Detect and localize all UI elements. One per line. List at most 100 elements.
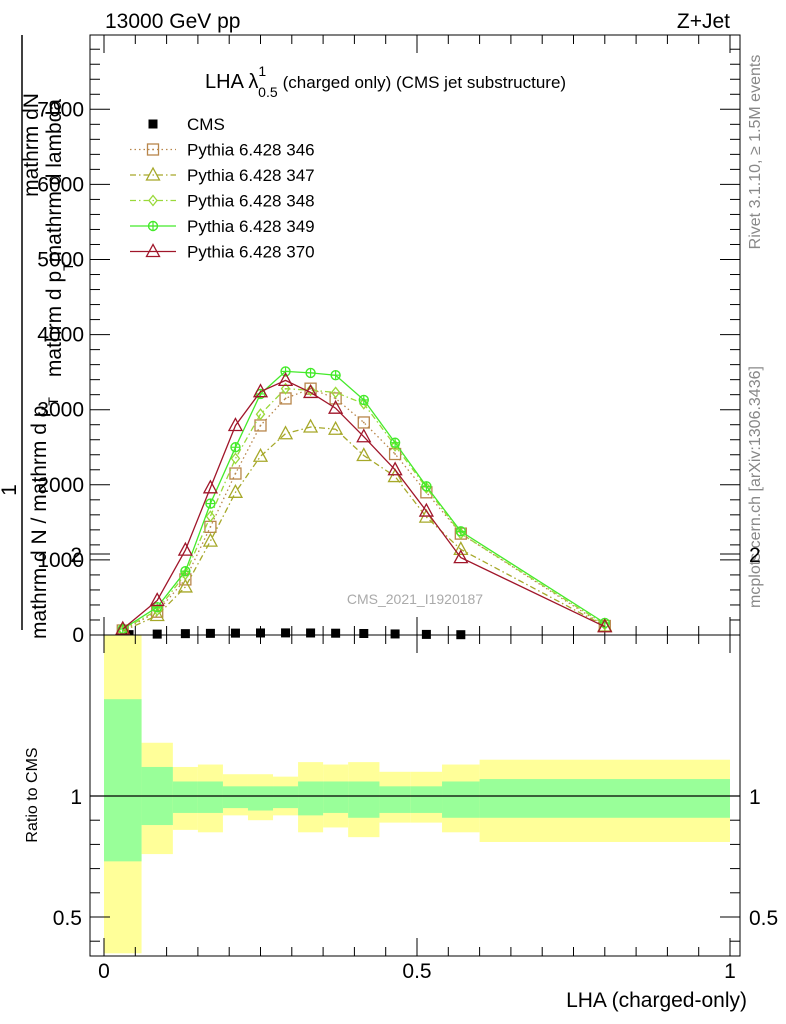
header-left-text: 13000 GeV pp: [105, 10, 240, 33]
series-5-point: [597, 618, 613, 633]
main-y-tick-label: 3000: [37, 399, 84, 422]
series-3-point: [358, 397, 369, 410]
ratio-y-tick-label-left: 0.5: [53, 907, 82, 930]
series-2-point: [328, 420, 344, 435]
legend-label-0: CMS: [187, 115, 225, 134]
series-1-point-dot: [234, 472, 237, 475]
ratio-panel: 0.5 0.5 1 1 2 2 Ratio to CMS: [24, 544, 778, 957]
ratio-band-green: [298, 781, 324, 816]
ratio-y-tick-label-right: 0.5: [749, 907, 778, 930]
series-2-point: [252, 447, 269, 462]
ylabel-numerator-2-sub: T: [60, 262, 76, 271]
legend-label-5: Pythia 6.428 370: [187, 243, 315, 262]
series-5-point: [453, 549, 469, 564]
ylabel-numerator-2-rest: mathrm d lambda: [43, 99, 66, 263]
ratio-band-green: [323, 781, 349, 813]
series-3-point: [280, 382, 291, 395]
main-y-tick-label: 1000: [37, 549, 84, 572]
series-3-point: [230, 452, 241, 465]
series-3-point: [255, 408, 266, 421]
ylabel-one: 1: [0, 484, 21, 496]
series-2-point: [302, 418, 319, 433]
series-4-line: [122, 370, 606, 630]
plot-title: LHA λ1 0.5 (charged only) (CMS jet substru…: [205, 63, 566, 100]
series-3-point: [330, 386, 341, 399]
ratio-y-tick-label-right: 1: [749, 786, 761, 809]
ylabel-numerator-2-main: mathrm d p: [43, 271, 66, 377]
legend-marker-2: [145, 166, 161, 181]
ylabel-numerator-2: mathrm d pTmathrm d lambda: [43, 99, 76, 377]
series-5-point: [302, 384, 319, 399]
plot-title-rest: (charged only) (CMS jet substructure): [283, 73, 566, 92]
main-y-tick-label: 7000: [37, 98, 84, 121]
legend-label-2: Pythia 6.428 347: [187, 166, 315, 185]
series-2-point: [453, 541, 469, 556]
ratio-axis-ticks: 0.5 0.5 1 1 2 2: [53, 544, 778, 942]
series-1-point: [229, 467, 242, 480]
ratio-band-green: [104, 699, 142, 862]
ratio-y-tick-label-left: 1: [70, 786, 82, 809]
main-panel: 0 1000 2000 3000 4000 5000 6000 7000 LHA λ1 0.5 (…: [37, 34, 741, 647]
ratio-y-tick-label-right: 2: [749, 544, 761, 567]
x-tick-label: 0: [98, 960, 110, 983]
x-tick-label: 1: [724, 960, 736, 983]
ylabel-denominator: mathrm d N / mathrm d pT: [28, 397, 61, 639]
series-5-point: [356, 428, 372, 443]
ylabel-denominator-main: mathrm d N / mathrm d p: [28, 406, 51, 639]
main-y-tick-label: 2000: [37, 474, 84, 497]
legend-marker-1-dot: [152, 148, 154, 151]
series-2-point: [227, 483, 244, 498]
legend-label-3: Pythia 6.428 348: [187, 192, 315, 211]
series-2-point: [387, 468, 403, 483]
series-2-point: [177, 578, 193, 593]
series-2-line: [122, 426, 606, 632]
series-1-point-dot: [209, 525, 212, 528]
main-y-tick-label: 6000: [37, 173, 84, 196]
ratio-band-green: [172, 781, 198, 813]
series-5-point: [277, 372, 294, 387]
series-2-point: [356, 447, 372, 462]
main-y-tick-label: 4000: [37, 324, 84, 347]
ratio-band-green: [197, 781, 223, 813]
series-1-point: [388, 447, 402, 461]
series-0-point: [331, 628, 341, 638]
series-1-point-dot: [394, 453, 396, 455]
legend-label-1: Pythia 6.428 346: [187, 141, 315, 160]
series-3-line: [122, 388, 606, 631]
series-5-point: [252, 383, 269, 398]
series-5-point: [177, 541, 193, 556]
series-0-point: [390, 629, 400, 639]
series-0-point: [152, 629, 162, 639]
series-0-point: [421, 629, 431, 639]
x-axis-ticks: 0 0.5 1: [98, 635, 736, 983]
legend-marker-5: [145, 243, 161, 258]
series-1-point: [357, 416, 370, 429]
ylabel-denominator-sub: T: [45, 397, 61, 406]
main-axis-ticks: 0 1000 2000 3000 4000 5000 6000 7000: [37, 35, 740, 647]
main-y-tick-label: 5000: [37, 249, 84, 272]
ratio-band-green: [442, 781, 480, 818]
series-0-point: [230, 628, 240, 638]
series-0-point: [281, 628, 291, 638]
series-5-point: [227, 417, 244, 432]
ratio-band-green: [479, 779, 730, 818]
series-5-line: [122, 379, 606, 630]
series-3-point: [390, 439, 400, 452]
legend-marker-1: [146, 143, 160, 156]
ratio-band-green: [222, 786, 248, 809]
ratio-band-green: [247, 786, 274, 811]
ratio-y-axis-label: Ratio to CMS: [24, 747, 41, 842]
rivet-version-text: Rivet 3.1.10, ≥ 1.5M events: [747, 55, 764, 250]
plot-title-superscript: 1: [258, 63, 266, 79]
ratio-band-green: [348, 781, 380, 818]
ratio-band-green: [379, 786, 411, 813]
plot-title-main: LHA λ: [205, 71, 258, 93]
series-1-point-dot: [362, 421, 365, 424]
series-1-point-dot: [309, 387, 312, 390]
main-y-tick-label: 0: [72, 624, 84, 647]
mcplots-reference-text: mcplots.cern.ch [arXiv:1306.3436]: [747, 366, 764, 608]
series-0-point: [359, 628, 369, 638]
series-0-point: [205, 628, 215, 638]
series-5-point: [202, 479, 219, 494]
ratio-y-tick-label-left: 2: [70, 544, 82, 567]
